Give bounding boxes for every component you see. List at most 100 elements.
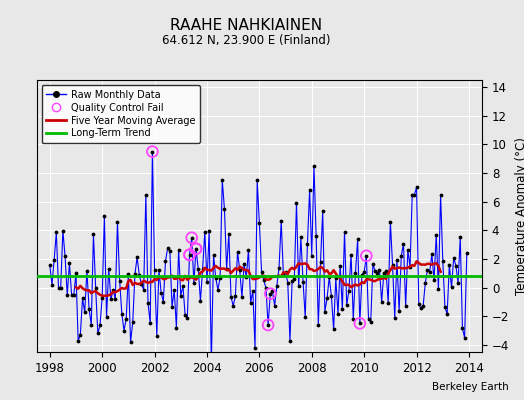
Point <box>290 275 299 282</box>
Point <box>46 262 54 268</box>
Point <box>122 316 130 322</box>
Point <box>201 229 209 235</box>
Point <box>384 300 392 306</box>
Point <box>264 322 272 328</box>
Point <box>286 338 294 344</box>
Point <box>107 296 115 302</box>
Point <box>240 261 248 268</box>
Point <box>360 269 368 276</box>
Point <box>325 274 333 280</box>
Point <box>220 206 228 212</box>
Point <box>356 320 364 326</box>
Point <box>251 344 259 351</box>
Point <box>310 163 318 169</box>
Point <box>192 246 200 252</box>
Point <box>397 252 406 259</box>
Point <box>303 241 312 248</box>
Point <box>133 254 141 260</box>
Point <box>463 250 471 257</box>
Point <box>207 360 215 366</box>
Point <box>347 252 355 258</box>
Point <box>48 282 56 288</box>
Point <box>275 264 283 271</box>
Point <box>246 299 255 306</box>
Point <box>183 315 192 321</box>
Point <box>356 320 364 326</box>
Point <box>155 267 163 274</box>
Point <box>148 148 157 155</box>
Point <box>338 306 346 312</box>
Point <box>87 322 95 328</box>
Point <box>319 208 327 215</box>
Point <box>54 284 63 291</box>
Point <box>345 287 353 294</box>
Point <box>395 308 403 314</box>
Point <box>161 258 170 264</box>
Point <box>104 265 113 272</box>
Point <box>369 261 377 267</box>
Point <box>52 229 61 236</box>
Point <box>255 220 264 226</box>
Point <box>458 325 467 331</box>
Point <box>222 266 231 272</box>
Point <box>380 270 388 276</box>
Point <box>288 278 296 284</box>
Point <box>321 308 329 315</box>
Point <box>362 252 370 259</box>
Point <box>188 234 196 241</box>
Point <box>170 287 178 293</box>
Point <box>124 271 133 277</box>
Point <box>109 286 117 293</box>
Point <box>373 269 381 276</box>
Point <box>128 319 137 326</box>
Point <box>98 294 106 301</box>
Point <box>259 277 268 284</box>
Point <box>351 270 359 276</box>
Point <box>375 266 384 273</box>
Point <box>266 290 275 297</box>
Point <box>168 304 176 310</box>
Point <box>450 255 458 261</box>
Point <box>452 262 460 269</box>
Point <box>305 187 314 194</box>
Point <box>203 278 211 285</box>
Point <box>419 303 427 309</box>
Point <box>343 302 351 308</box>
Point <box>131 271 139 278</box>
Point <box>185 252 194 258</box>
Point <box>233 248 242 255</box>
Point <box>308 252 316 259</box>
Point <box>299 278 307 285</box>
Point <box>332 275 340 282</box>
Point <box>190 280 198 286</box>
Point <box>57 284 65 291</box>
Point <box>72 270 80 276</box>
Point <box>334 311 342 317</box>
Point <box>428 251 436 258</box>
Point <box>91 284 100 291</box>
Point <box>174 246 183 253</box>
Point <box>185 252 194 258</box>
Point <box>316 259 325 265</box>
Point <box>264 322 272 328</box>
Point <box>294 283 303 290</box>
Point <box>434 286 443 292</box>
Point <box>430 277 438 283</box>
Point <box>238 294 246 300</box>
Point <box>358 272 366 278</box>
Point <box>78 295 86 301</box>
Point <box>382 268 390 274</box>
Point <box>216 274 224 281</box>
Point <box>85 306 93 312</box>
Point <box>194 266 202 272</box>
Point <box>148 148 157 155</box>
Point <box>257 269 266 275</box>
Point <box>406 264 414 271</box>
Point <box>214 287 222 293</box>
Point <box>268 288 277 294</box>
Point <box>336 262 344 269</box>
Point <box>399 241 408 247</box>
Point <box>456 234 464 241</box>
Point <box>181 312 189 318</box>
Text: RAAHE NAHKIAINEN: RAAHE NAHKIAINEN <box>170 18 322 33</box>
